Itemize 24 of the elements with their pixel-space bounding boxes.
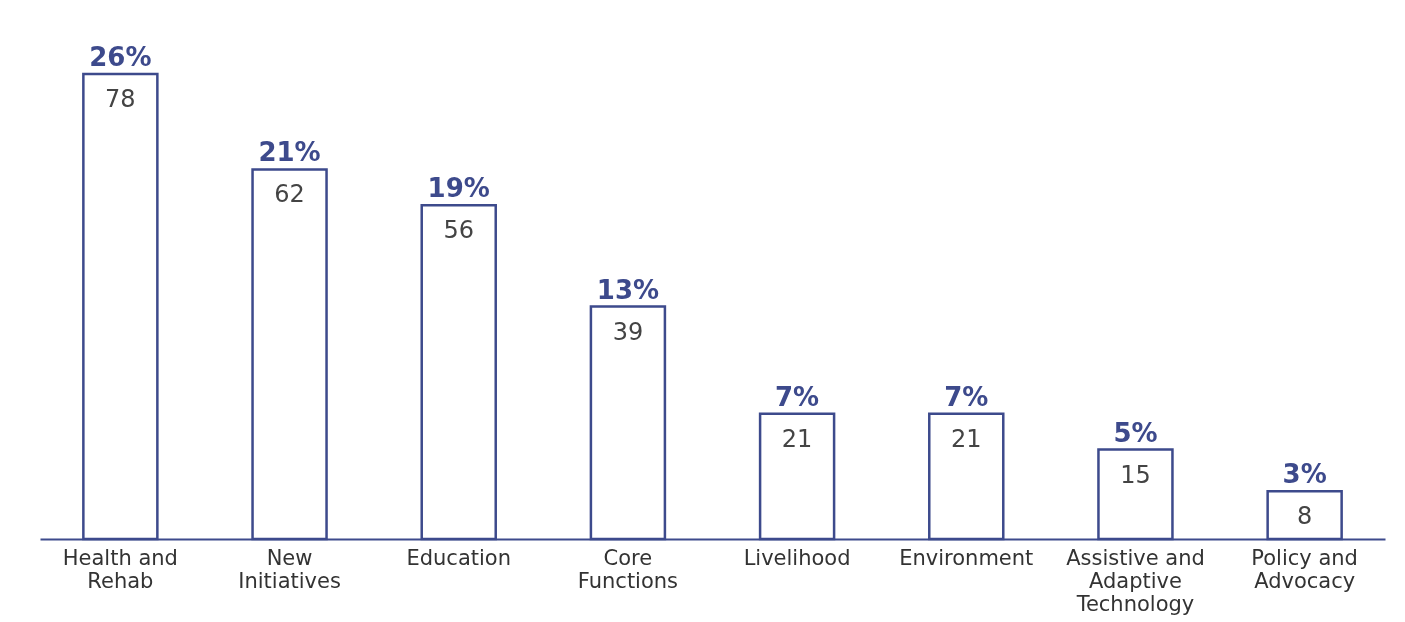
data-label: 21 [781,424,813,453]
x-tick-label: Assistive and Adaptive Technology [1066,545,1205,616]
annotation: 26% [89,42,152,72]
x-tick-label: Health and Rehab [62,545,178,593]
annotation: 7% [944,381,989,412]
annotation: 19% [427,173,490,204]
x-tick-label: Environment [899,545,1034,570]
data-label: 56 [443,216,474,245]
x-tick-label: Policy and Advocacy [1251,545,1358,593]
data-label: 8 [1297,502,1313,531]
annotation: 7% [775,381,820,412]
data-label: 21 [951,424,982,453]
x-tick-label: Core Functions [577,545,679,593]
annotation: 3% [1282,459,1327,490]
annotation: 21% [258,137,321,168]
x-tick-label: Livelihood [743,545,851,570]
data-label: 62 [274,180,305,209]
x-tick-label: Education [406,545,512,570]
x-tick-label: New Initiatives [238,545,341,593]
annotation: 13% [596,274,660,305]
data-label: 15 [1120,460,1151,489]
annotation: 5% [1113,417,1158,448]
data-label: 78 [105,85,136,113]
data-label: 39 [612,317,644,346]
